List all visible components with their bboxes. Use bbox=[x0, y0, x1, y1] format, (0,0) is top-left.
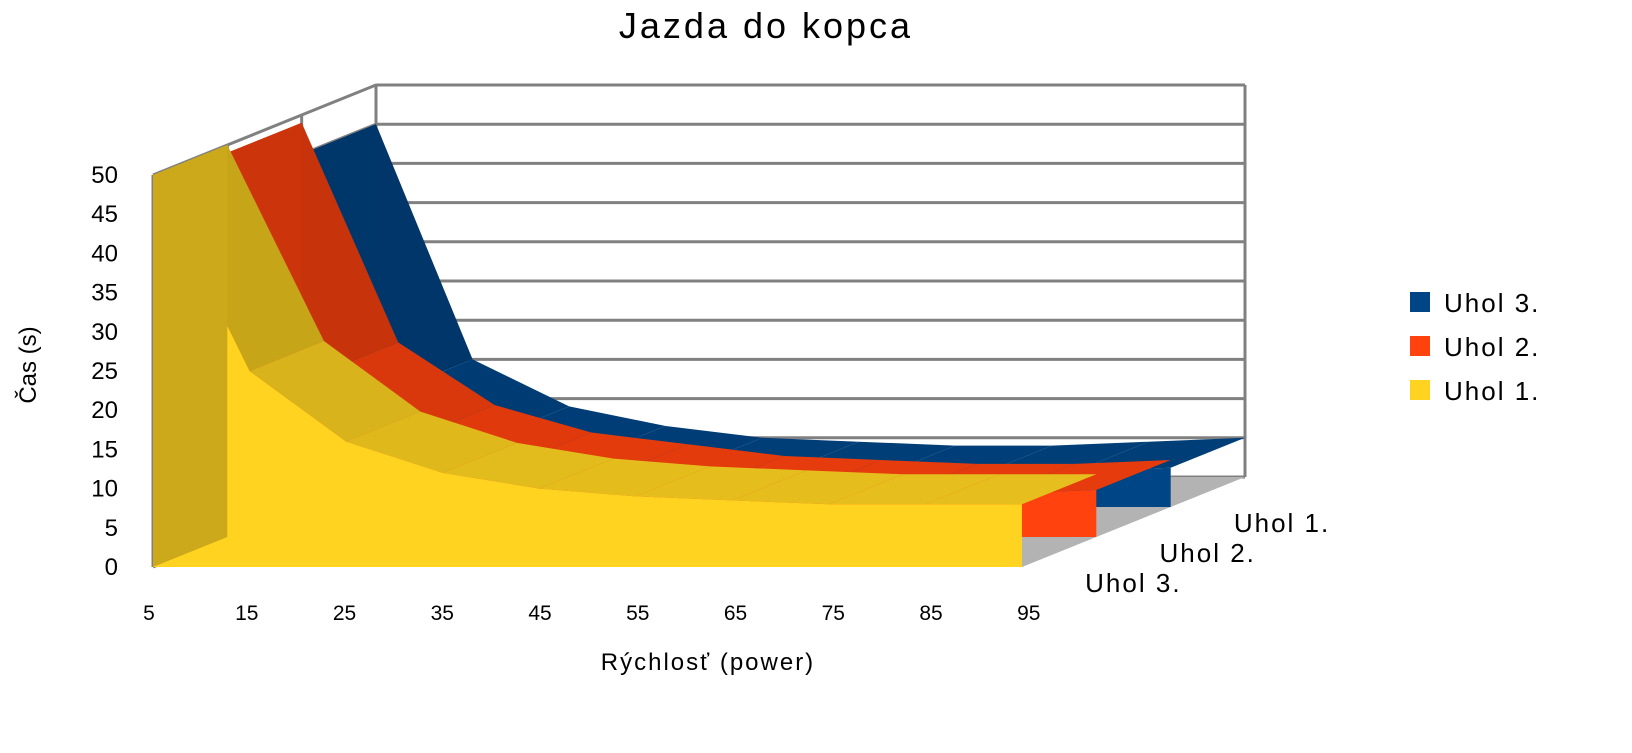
series-uhol-1 bbox=[153, 145, 1097, 567]
legend-label: Uhol 1. bbox=[1444, 376, 1540, 406]
y-tick-label: 35 bbox=[91, 280, 118, 307]
depth-tick-label: Uhol 1. bbox=[1234, 508, 1330, 538]
y-tick-label: 10 bbox=[91, 476, 118, 503]
legend-label: Uhol 2. bbox=[1444, 332, 1540, 362]
area-front-face bbox=[153, 175, 1022, 567]
depth-tick-label: Uhol 3. bbox=[1085, 568, 1181, 598]
x-tick-label: 65 bbox=[724, 602, 747, 625]
y-axis-label: Čas (s) bbox=[14, 326, 42, 403]
area-surface-segment bbox=[249, 341, 421, 442]
y-tick-labels: 0 5 10 15 20 25 30 35 40 45 50 bbox=[91, 162, 118, 581]
area-surface-segment bbox=[925, 474, 1097, 505]
area-surface-segment bbox=[539, 458, 711, 497]
x-tick-label: 75 bbox=[822, 602, 845, 625]
x-tick-label: 25 bbox=[333, 602, 356, 625]
x-axis-label: Rýchlosť (power) bbox=[601, 649, 815, 676]
y-tick-label: 40 bbox=[91, 240, 118, 267]
x-tick-label: 15 bbox=[235, 602, 258, 625]
area-end-cap bbox=[153, 145, 228, 567]
y-tick-label: 15 bbox=[91, 436, 118, 463]
x-tick-label: 5 bbox=[143, 602, 155, 625]
legend-swatch bbox=[1410, 292, 1430, 312]
y-tick-label: 5 bbox=[105, 515, 118, 542]
area-surface-segment bbox=[635, 466, 807, 501]
x-tick-label: 85 bbox=[919, 602, 942, 625]
x-tick-label: 95 bbox=[1017, 602, 1040, 625]
area-surface-segment bbox=[828, 474, 1000, 505]
depth-tick-label: Uhol 2. bbox=[1160, 538, 1256, 568]
x-tick-label: 45 bbox=[528, 602, 551, 625]
x-tick-label: 55 bbox=[626, 602, 649, 625]
chart-title: Jazda do kopca bbox=[619, 5, 913, 46]
x-tick-labels: 5 15 25 35 45 55 65 75 85 95 bbox=[143, 602, 1040, 625]
y-tick-label: 30 bbox=[91, 319, 118, 346]
legend: Uhol 3. Uhol 2. Uhol 1. bbox=[1410, 288, 1540, 406]
y-tick-label: 0 bbox=[105, 554, 118, 581]
area-surface-segment bbox=[442, 442, 614, 489]
depth-tick-labels: Uhol 1.Uhol 2.Uhol 3. bbox=[1085, 508, 1330, 598]
x-tick-label: 35 bbox=[431, 602, 454, 625]
y-tick-label: 20 bbox=[91, 397, 118, 424]
y-tick-label: 45 bbox=[91, 201, 118, 228]
y-tick-label: 25 bbox=[91, 358, 118, 385]
series-layer bbox=[153, 122, 1245, 567]
y-tick-label: 50 bbox=[91, 162, 118, 189]
area-surface-segment bbox=[323, 342, 495, 436]
legend-swatch bbox=[1410, 336, 1430, 356]
area-surface-segment bbox=[732, 470, 904, 505]
area-surface-segment bbox=[346, 411, 517, 473]
legend-label: Uhol 3. bbox=[1444, 288, 1540, 318]
legend-swatch bbox=[1410, 380, 1430, 400]
